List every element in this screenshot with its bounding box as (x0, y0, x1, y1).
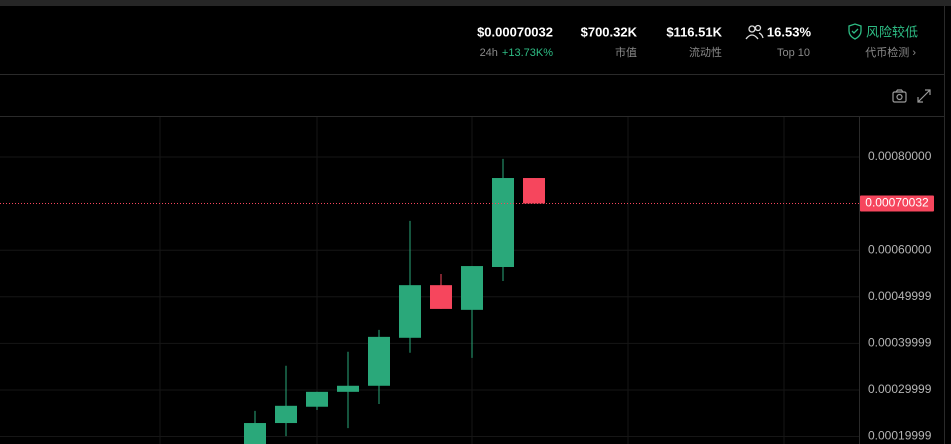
shield-icon (848, 23, 862, 40)
stat-value: $116.51K (666, 24, 722, 39)
last-price-badge (860, 195, 934, 212)
risk-status[interactable]: 风险较低 (866, 24, 918, 39)
last-price-label: 0.00070032 (865, 196, 929, 210)
stat-value: $0.00070032 (477, 24, 553, 39)
y-tick-label: 0.00029999 (868, 382, 932, 396)
stat-sub: 24h +13.73K% (480, 47, 554, 59)
stat-label: 流动性 (689, 45, 722, 59)
stat-change: +13.73K% (502, 47, 553, 59)
stat-label: Top 10 (777, 47, 810, 59)
y-tick-label: 0.00060000 (868, 242, 932, 256)
y-tick-label: 0.00049999 (868, 289, 932, 303)
fullscreen-button[interactable] (917, 89, 931, 103)
candle-body (244, 423, 266, 444)
holders-icon (745, 24, 764, 40)
stat-prefix: 24h (480, 47, 498, 59)
stat-value: 16.53% (767, 24, 812, 39)
candle-body (368, 336, 390, 386)
candle-body (492, 178, 514, 267)
candle-body (399, 285, 421, 338)
candle-body (461, 266, 483, 310)
candle-body (275, 405, 297, 424)
candle-body (306, 391, 328, 407)
candle-body (430, 285, 452, 309)
stat-label: 市值 (615, 45, 637, 59)
y-tick-label: 0.00039999 (868, 336, 932, 350)
y-tick-label: 0.00080000 (868, 149, 932, 163)
screenshot-button[interactable] (892, 89, 907, 103)
stat-value: $700.32K (581, 24, 638, 39)
candle-body (523, 178, 545, 204)
plot (0, 156, 859, 444)
candle-body (337, 385, 359, 392)
y-tick-label: 0.00019999 (868, 429, 932, 443)
risk-link[interactable]: 代币检测 › (865, 45, 916, 59)
top-strip (0, 0, 951, 6)
